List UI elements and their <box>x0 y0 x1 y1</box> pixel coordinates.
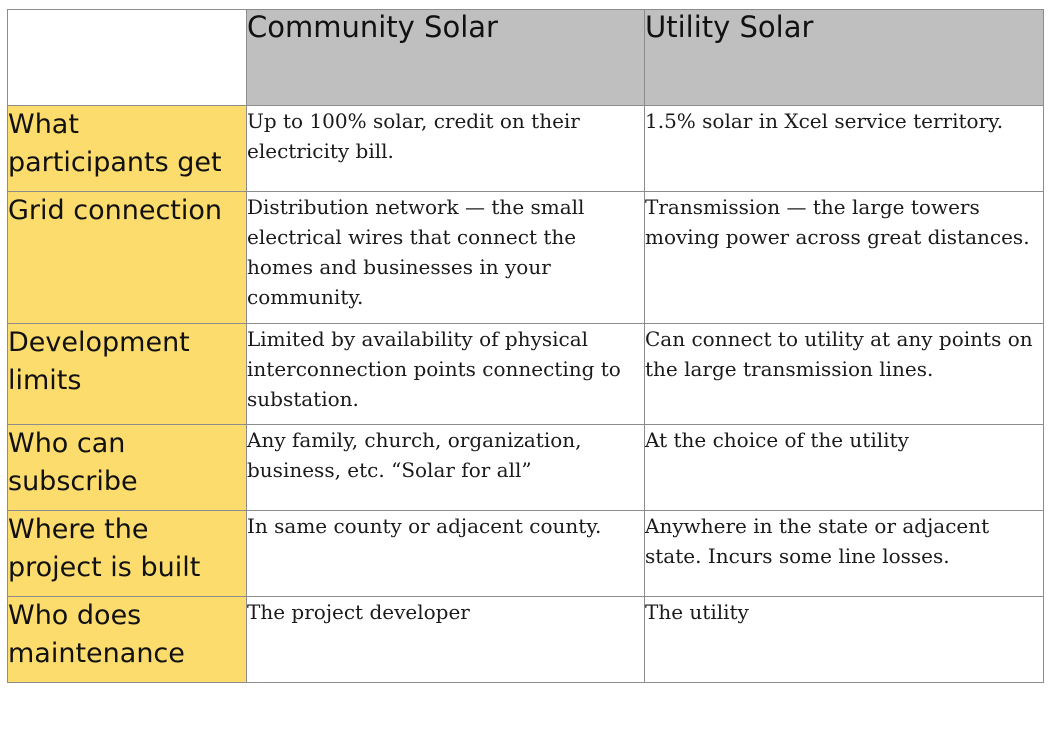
row-label: What participants get <box>7 105 247 192</box>
community-solar-cell: Any family, church, organization, busine… <box>246 424 645 511</box>
utility-solar-cell: The utility <box>644 596 1044 683</box>
column-header-community-solar: Community Solar <box>246 9 645 106</box>
table-row: Grid connection Distribution network — t… <box>7 191 1044 324</box>
table-row: Where the project is built In same count… <box>7 510 1044 597</box>
corner-cell <box>7 9 247 106</box>
header-row: Community Solar Utility Solar <box>7 9 1044 106</box>
community-solar-cell: Limited by availability of physical inte… <box>246 323 645 425</box>
table-row: Who does maintenance The project develop… <box>7 596 1044 683</box>
comparison-table: Community Solar Utility Solar What parti… <box>7 9 1044 683</box>
row-label: Who does maintenance <box>7 596 247 683</box>
community-solar-cell: The project developer <box>246 596 645 683</box>
row-label: Who can subscribe <box>7 424 247 511</box>
row-label: Grid connection <box>7 191 247 324</box>
column-header-utility-solar: Utility Solar <box>644 9 1044 106</box>
table-row: What participants get Up to 100% solar, … <box>7 105 1044 192</box>
table-row: Development limits Limited by availabili… <box>7 323 1044 425</box>
utility-solar-cell: At the choice of the utility <box>644 424 1044 511</box>
community-solar-cell: Distribution network — the small electri… <box>246 191 645 324</box>
community-solar-cell: Up to 100% solar, credit on their electr… <box>246 105 645 192</box>
utility-solar-cell: Anywhere in the state or adjacent state.… <box>644 510 1044 597</box>
row-label: Where the project is built <box>7 510 247 597</box>
utility-solar-cell: 1.5% solar in Xcel service territory. <box>644 105 1044 192</box>
row-label: Development limits <box>7 323 247 425</box>
community-solar-cell: In same county or adjacent county. <box>246 510 645 597</box>
utility-solar-cell: Can connect to utility at any points on … <box>644 323 1044 425</box>
table-row: Who can subscribe Any family, church, or… <box>7 424 1044 511</box>
utility-solar-cell: Transmission — the large towers moving p… <box>644 191 1044 324</box>
